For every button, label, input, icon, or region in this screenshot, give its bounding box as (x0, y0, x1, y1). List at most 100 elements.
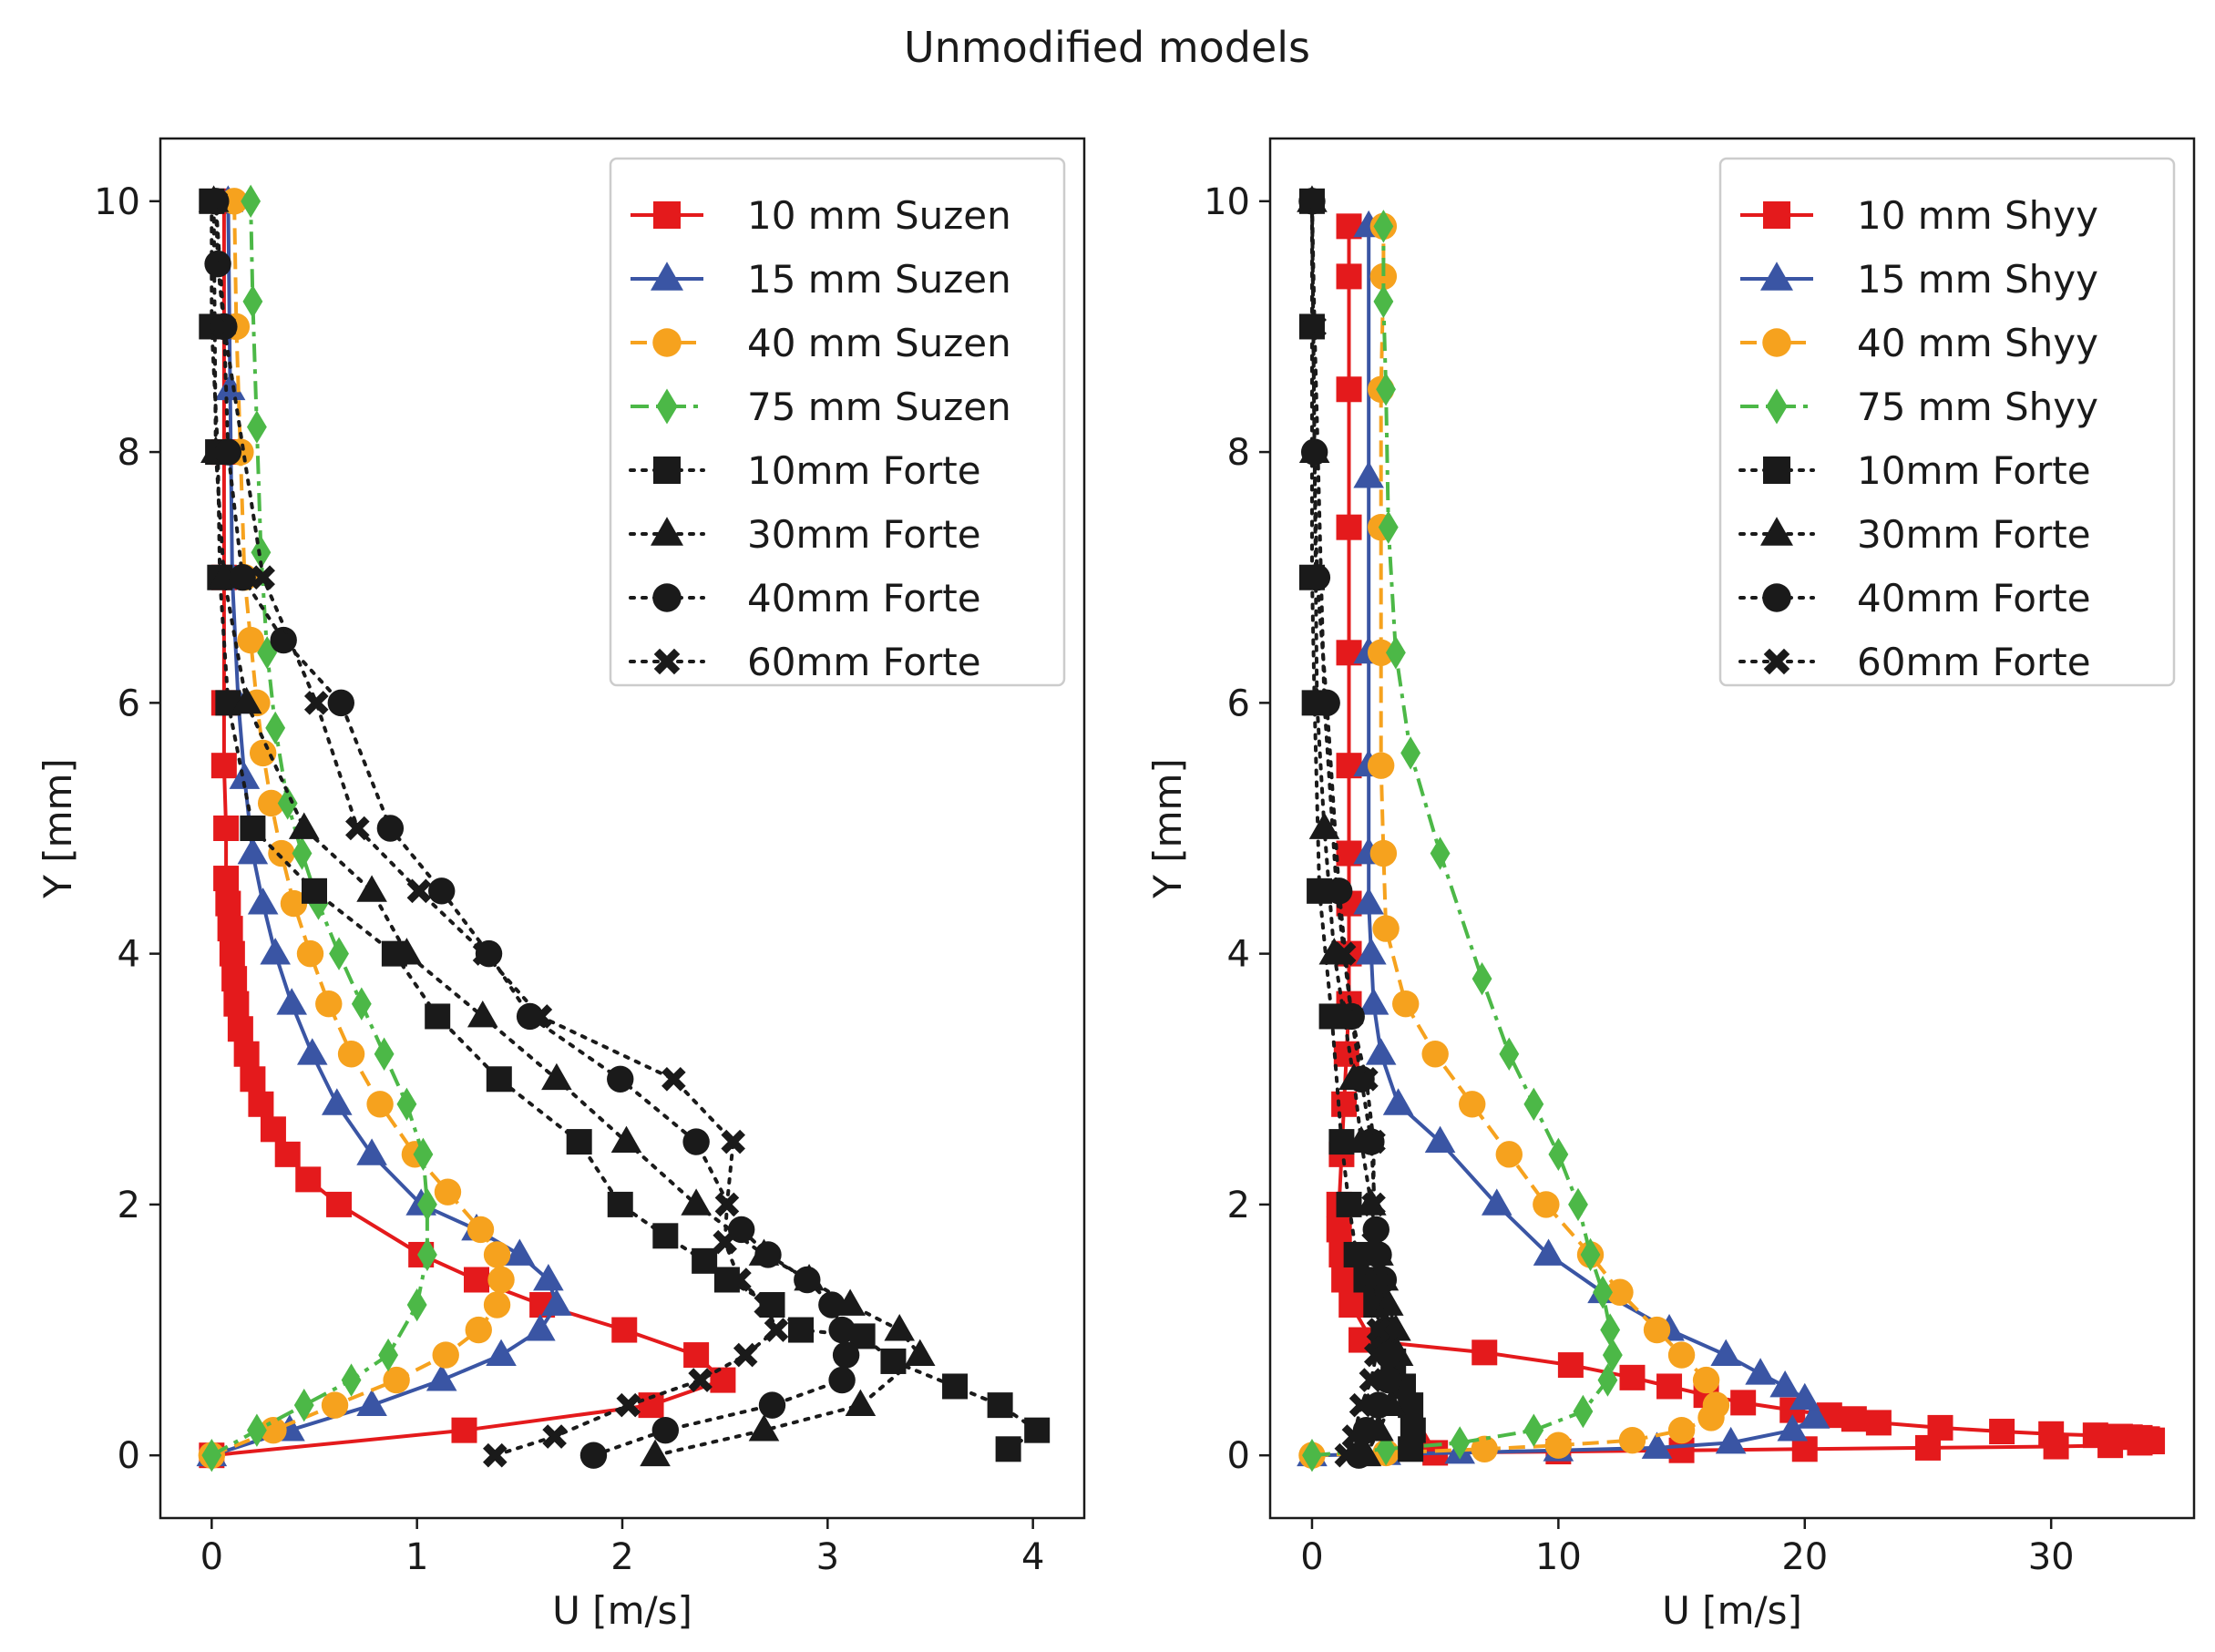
data-point (1544, 1431, 1573, 1459)
data-point (1338, 1004, 1364, 1029)
data-point (248, 1091, 274, 1117)
data-point (1548, 1137, 1569, 1172)
legend-marker (652, 583, 682, 612)
legend-item: 60mm Forte (629, 640, 981, 684)
legend-label: 10 mm Suzen (747, 193, 1011, 238)
left-panel: 0 1 2 3 4 0 2 4 6 8 10 U [m/s] Y [mm] 10 mm Suzen 15 m… (36, 137, 1086, 1633)
data-point (1373, 210, 1394, 243)
data-point (219, 940, 245, 967)
data-point (1331, 941, 1357, 966)
data-point (1382, 1088, 1414, 1115)
data-point (713, 1229, 737, 1255)
data-point (329, 937, 349, 970)
data-point (428, 877, 456, 905)
data-point (528, 1004, 553, 1029)
data-point (242, 284, 263, 319)
data-point (1372, 1288, 1404, 1316)
data-point (682, 1128, 710, 1155)
data-point (828, 1316, 856, 1344)
legend-marker (1760, 517, 1793, 546)
legend-item: 10mm Forte (629, 448, 981, 493)
legend: 10 mm Suzen 15 mm Suzen 40 mm Suzen 75 mm S… (609, 157, 1066, 687)
data-point (276, 988, 308, 1015)
data-point (794, 1266, 821, 1294)
data-point (1424, 1125, 1456, 1153)
data-point (832, 1341, 860, 1369)
data-point (337, 1041, 365, 1068)
series-3 (1302, 210, 1623, 1472)
legend-label: 10mm Forte (747, 448, 981, 493)
y-tick-label: 4 (118, 934, 140, 976)
data-point (213, 816, 240, 841)
data-point (1568, 1187, 1588, 1222)
y-tick-label: 8 (118, 432, 140, 474)
data-point (210, 753, 237, 779)
data-point (1450, 1426, 1471, 1460)
x-tick-label: 30 (2028, 1536, 2075, 1578)
data-point (1667, 1416, 1696, 1444)
data-point (683, 1342, 710, 1369)
data-point (764, 1318, 789, 1342)
data-point (1303, 564, 1331, 591)
data-point (1324, 878, 1349, 904)
data-point (432, 1341, 459, 1369)
right-panel: 0 10 20 30 0 2 4 6 8 10 U [m/s] Y [mm] 10 mm Shyy 15 … (1145, 137, 2196, 1633)
data-point (296, 1038, 328, 1065)
data-point (1353, 461, 1384, 488)
data-point (1730, 1390, 1757, 1416)
data-point (1367, 752, 1395, 779)
data-point (376, 815, 405, 842)
data-point (2127, 1430, 2153, 1456)
legend-marker (656, 388, 678, 425)
data-point (288, 812, 320, 839)
data-point (1353, 888, 1384, 915)
data-point (293, 1388, 314, 1422)
data-point (1495, 1141, 1523, 1168)
y-tick-label: 2 (1227, 1185, 1250, 1226)
data-point (465, 1316, 492, 1344)
data-point (1369, 262, 1398, 291)
legend-marker (1762, 328, 1791, 357)
series-7 (203, 189, 789, 1468)
legend-item: 15 mm Shyy (1740, 257, 2098, 302)
data-point (1499, 1037, 1520, 1071)
data-point (1336, 263, 1362, 290)
data-point (1597, 1363, 1618, 1397)
legend-marker (653, 648, 681, 675)
data-point (1799, 1401, 1830, 1429)
data-point (1356, 938, 1387, 965)
data-point (1715, 1426, 1747, 1454)
data-point (607, 1065, 634, 1093)
legend-item: 10mm Forte (1738, 448, 2091, 493)
data-point (1533, 1238, 1564, 1266)
data-point (1024, 1417, 1051, 1443)
data-point (451, 1417, 477, 1443)
data-point (341, 1363, 362, 1397)
data-point (302, 877, 327, 904)
data-point (1358, 988, 1390, 1015)
y-axis-label: Y [mm] (1145, 758, 1190, 899)
data-point (1745, 1358, 1776, 1385)
data-point (270, 626, 297, 654)
data-point (788, 1317, 815, 1343)
data-point (651, 1416, 680, 1444)
data-point (640, 1439, 671, 1467)
data-point (425, 1003, 451, 1030)
data-point (1865, 1410, 1892, 1436)
data-point (203, 189, 229, 214)
data-point (1363, 1267, 1389, 1292)
data-point (1789, 1382, 1820, 1411)
data-point (1338, 1292, 1365, 1319)
legend-label: 60mm Forte (1857, 640, 2091, 684)
data-point (233, 1041, 260, 1067)
data-point (247, 888, 279, 915)
y-tick-label: 0 (1227, 1435, 1250, 1477)
legend-item: 15 mm Suzen (631, 257, 1011, 302)
data-point (1373, 284, 1394, 319)
legend-marker (1763, 648, 1790, 675)
data-point (1777, 1414, 1809, 1442)
data-point (1692, 1366, 1720, 1394)
series-3 (201, 184, 437, 1472)
data-point (217, 916, 243, 942)
data-point (213, 866, 240, 892)
